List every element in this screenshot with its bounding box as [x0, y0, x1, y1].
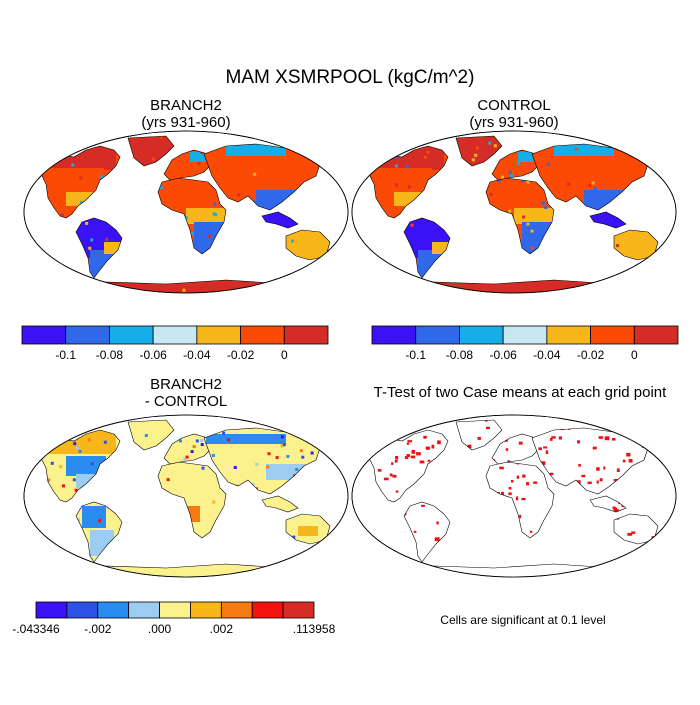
colorbar-box — [459, 325, 504, 345]
colorbar-tick-label: -0.04 — [533, 348, 561, 362]
colorbar-box — [196, 325, 241, 345]
panel-title-line-2: - CONTROL — [145, 393, 228, 410]
colorbar-tick-label: -0.08 — [96, 348, 124, 362]
colorbar-tick-label: -0.04 — [183, 348, 211, 362]
panel-control: CONTROL (yrs 931-960) -0.1 -0.08 -0.06 -0.0… — [351, 97, 679, 362]
panel-title-line-2: (yrs 931-960) — [141, 114, 230, 131]
colorbar-box — [220, 601, 253, 619]
colorbar-box — [633, 325, 679, 345]
map-control — [351, 130, 677, 294]
figure-title: MAM XSMRPOOL (kgC/m^2) — [226, 67, 475, 88]
significance-note: Cells are significant at 0.1 level — [440, 613, 605, 627]
colorbar-box — [415, 325, 460, 345]
panel-branch2: BRANCH2 (yrs 931-960) -0.1 -0.08 -0.06 -0.0… — [21, 97, 349, 362]
panel-title-line-1: BRANCH2 — [150, 97, 222, 114]
land-greenland — [456, 136, 502, 166]
colorbar-box — [590, 325, 635, 345]
colorbar-tick-label: .113958 — [293, 622, 336, 636]
map-difference — [23, 414, 349, 578]
colorbar-tick-label: 0 — [631, 348, 638, 362]
panel-ttest: T-Test of two Case means at each grid po… — [351, 384, 677, 627]
colorbar-box — [109, 325, 154, 345]
panel-title-line-2: (yrs 931-960) — [469, 114, 558, 131]
colorbar-tick-label: -0.1 — [55, 348, 76, 362]
colorbar-tick-label: -0.08 — [446, 348, 474, 362]
colorbar-tick-label: .002 — [210, 622, 234, 636]
colorbar-control: -0.1 -0.08 -0.06 -0.04 -0.02 0 — [371, 325, 679, 362]
panel-title: T-Test of two Case means at each grid po… — [374, 384, 667, 401]
colorbar-tick-label: -0.06 — [489, 348, 517, 362]
colorbar-box — [66, 601, 99, 619]
map-ttest — [351, 414, 677, 578]
panel-title-line-1: CONTROL — [477, 97, 550, 114]
colorbar-box — [152, 325, 198, 345]
colorbar-box — [65, 325, 110, 345]
colorbar-tick-label: -0.1 — [405, 348, 426, 362]
colorbar-difference: -.043346 -.002 .000 .002 .113958 — [12, 601, 336, 636]
colorbar-box — [21, 325, 67, 345]
panel-title-line-1: BRANCH2 — [150, 376, 222, 393]
colorbar-box — [546, 325, 591, 345]
colorbar-box — [240, 325, 285, 345]
colorbar-box — [283, 325, 329, 345]
colorbar-tick-label: -0.02 — [577, 348, 605, 362]
colorbar-tick-label: 0 — [281, 348, 288, 362]
colorbar-tick-label: -0.06 — [139, 348, 167, 362]
colorbar-box — [502, 325, 548, 345]
colorbar-box — [371, 325, 417, 345]
colorbar-tick-label: -.043346 — [12, 622, 60, 636]
colorbar-tick-label: -.002 — [84, 622, 112, 636]
colorbar-box — [251, 601, 284, 619]
colorbar-box — [97, 601, 130, 619]
panel-difference: BRANCH2 - CONTROL -.043346 -.002 .000 .002.… — [12, 376, 349, 636]
colorbar-box — [35, 601, 68, 619]
colorbar-box — [159, 601, 191, 619]
map-branch2 — [23, 130, 349, 294]
colorbar-box — [282, 601, 315, 619]
colorbar-box — [128, 601, 160, 619]
colorbar-box — [190, 601, 222, 619]
colorbar-tick-label: -0.02 — [227, 348, 255, 362]
colorbar-tick-label: .000 — [148, 622, 172, 636]
colorbar-branch2: -0.1 -0.08 -0.06 -0.04 -0.02 0 — [21, 325, 329, 362]
